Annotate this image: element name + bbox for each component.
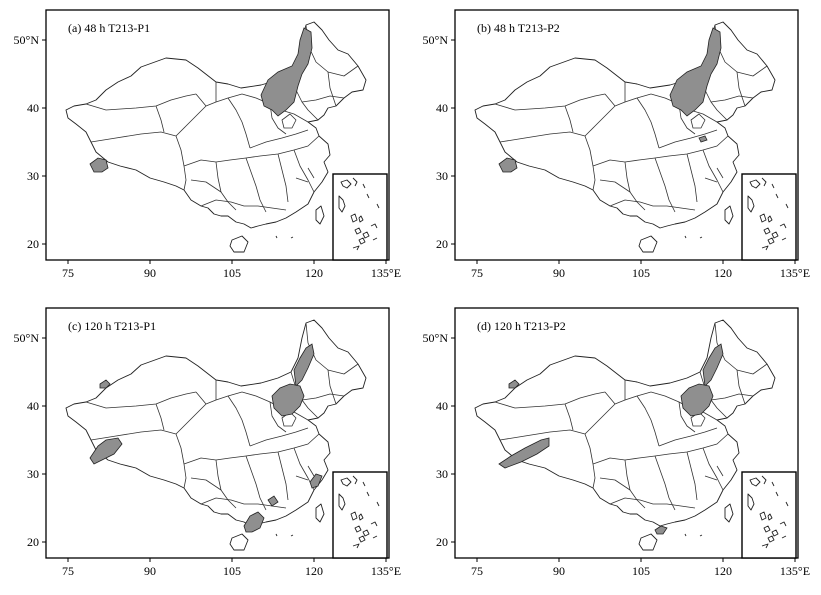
south-china-sea-inset [741,471,797,559]
shaded-area-western-tibet [89,437,123,465]
y-tick-label: 40 [27,399,39,413]
shaded-area-western-tibet [498,157,518,173]
map-frame [454,307,799,559]
y-tick-label: 50°N [423,33,449,47]
shaded-area-north-china [271,383,305,417]
y-tick-label: 40 [27,101,39,115]
x-tick-label: 90 [144,266,156,280]
shaded-area-western-tibet [498,437,550,469]
x-tick-label: 75 [62,564,74,578]
x-tick-label: 90 [553,564,565,578]
shaded-area-north-china [680,383,714,417]
shaded-area-western-tibet [89,157,109,173]
y-tick-label: 50°N [14,33,40,47]
shaded-area-north-china-northeast [260,27,313,117]
south-china-sea-inset [332,471,388,559]
shaded-area-jiangsu [309,473,323,489]
map-frame [45,9,390,261]
panel-title: (a) 48 h T213-P1 [68,21,150,35]
x-tick-label: 105 [223,266,241,280]
x-tick-label: 135°E [371,564,401,578]
shaded-area-shandong-small [698,135,708,143]
y-tick-label: 20 [436,237,448,251]
x-tick-label: 135°E [780,564,810,578]
shaded-area-xinjiang-small [99,379,111,389]
shaded-area-northeast [293,343,315,387]
y-tick-label: 50°N [423,331,449,345]
china-province-map [474,319,776,551]
shaded-area-guangxi-small [654,525,668,535]
china-province-map [474,21,776,253]
x-tick-label: 135°E [780,266,810,280]
map-panel-3: (c) 120 h T213-P1 75 90 105 120 135°E 20 30 40 50… [14,307,401,578]
y-tick-label: 40 [436,399,448,413]
x-tick-label: 105 [632,266,650,280]
shaded-area-fujian [267,495,279,507]
y-tick-label: 20 [27,237,39,251]
x-tick-label: 120 [714,564,732,578]
x-tick-label: 75 [62,266,74,280]
china-province-map [65,319,367,551]
shaded-area-northeast [702,343,724,387]
x-tick-label: 105 [632,564,650,578]
china-province-map [65,21,367,253]
x-tick-label: 90 [144,564,156,578]
x-tick-label: 120 [305,266,323,280]
map-frame [45,307,390,559]
y-tick-label: 30 [436,467,448,481]
y-tick-label: 20 [27,535,39,549]
south-china-sea-inset [741,173,797,261]
map-panel-1: (a) 48 h T213-P1 75 90 105 120 135°E 20 30 40 50°… [14,9,401,280]
y-tick-label: 30 [27,169,39,183]
map-panel-2: (b) 48 h T213-P2 75 90 105 120 135°E 20 30 40 50°… [423,9,810,280]
y-tick-label: 30 [27,467,39,481]
x-tick-label: 75 [471,266,483,280]
y-tick-label: 30 [436,169,448,183]
south-china-sea-inset [332,173,388,261]
y-tick-label: 40 [436,101,448,115]
x-tick-label: 90 [553,266,565,280]
x-tick-label: 120 [714,266,732,280]
map-panel-4: (d) 120 h T213-P2 75 90 105 120 135°E 20 30 40 50… [423,307,810,578]
shaded-area-north-china-northeast [669,27,722,117]
panel-title: (d) 120 h T213-P2 [477,319,566,333]
x-tick-label: 105 [223,564,241,578]
y-tick-label: 20 [436,535,448,549]
shaded-area-xinjiang-small [508,379,520,389]
panel-title: (b) 48 h T213-P2 [477,21,560,35]
panel-title: (c) 120 h T213-P1 [68,319,156,333]
shaded-area-guangxi-guangdong [243,511,265,533]
y-tick-label: 50°N [14,331,40,345]
x-tick-label: 75 [471,564,483,578]
x-tick-label: 120 [305,564,323,578]
map-frame [454,9,799,261]
x-tick-label: 135°E [371,266,401,280]
